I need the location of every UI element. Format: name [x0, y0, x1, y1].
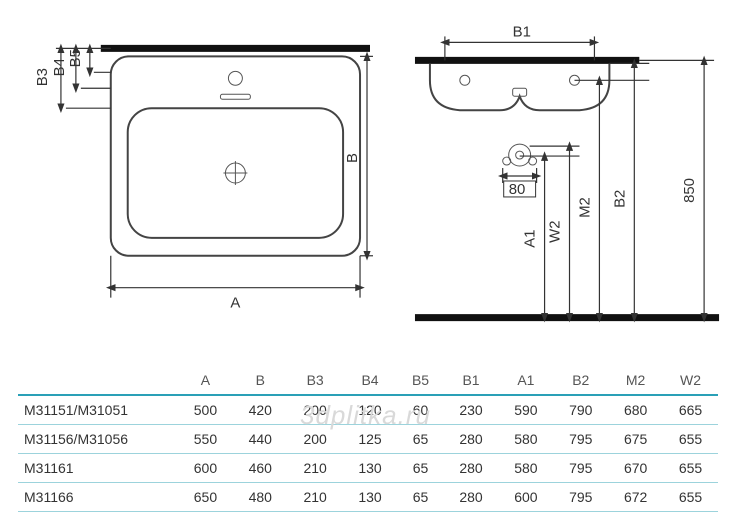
label-m2: M2 — [576, 197, 593, 218]
table-row: M3116160046021013065280580795670655 — [18, 454, 718, 483]
diagram-area: A B B3 B4 B5 — [18, 18, 734, 348]
label-b5: B5 — [67, 49, 84, 67]
cell-value: 665 — [663, 395, 718, 425]
cell-value: 210 — [288, 483, 343, 512]
cell-value: 60 — [397, 395, 443, 425]
col-model — [18, 366, 178, 395]
label-b2: B2 — [611, 190, 628, 208]
cell-model: M31161 — [18, 454, 178, 483]
col-b2: B2 — [553, 366, 608, 395]
cell-value: 795 — [553, 483, 608, 512]
cell-value: 550 — [178, 425, 233, 454]
cell-value: 790 — [553, 395, 608, 425]
cell-value: 655 — [663, 454, 718, 483]
cell-model: M31151/M31051 — [18, 395, 178, 425]
label-b1: B1 — [513, 23, 531, 40]
label-a1: A1 — [522, 230, 539, 248]
cell-value: 500 — [178, 395, 233, 425]
cell-value: 670 — [608, 454, 663, 483]
cell-value: 280 — [444, 425, 499, 454]
cell-value: 200 — [288, 395, 343, 425]
label-b: B — [344, 153, 361, 163]
cell-value: 125 — [343, 425, 398, 454]
col-a: A — [178, 366, 233, 395]
cell-value: 120 — [343, 395, 398, 425]
table-row: M31151/M31051500420200120602305907906806… — [18, 395, 718, 425]
table-row: M3116665048021013065280600795672655 — [18, 483, 718, 512]
cell-value: 65 — [397, 425, 443, 454]
cell-value: 440 — [233, 425, 288, 454]
cell-value: 600 — [498, 483, 553, 512]
cell-value: 580 — [498, 425, 553, 454]
label-850: 850 — [681, 178, 698, 203]
cell-value: 65 — [397, 483, 443, 512]
col-b: B — [233, 366, 288, 395]
cell-value: 130 — [343, 483, 398, 512]
cell-value: 200 — [288, 425, 343, 454]
col-b4: B4 — [343, 366, 398, 395]
col-b3: B3 — [288, 366, 343, 395]
cell-value: 65 — [397, 454, 443, 483]
cell-model: M31166 — [18, 483, 178, 512]
cell-value: 680 — [608, 395, 663, 425]
cell-value: 480 — [233, 483, 288, 512]
cell-value: 230 — [444, 395, 499, 425]
diagram-top-view: A B B3 B4 B5 — [36, 18, 375, 338]
cell-value: 655 — [663, 483, 718, 512]
col-b5: B5 — [397, 366, 443, 395]
cell-value: 210 — [288, 454, 343, 483]
cell-value: 590 — [498, 395, 553, 425]
diagram-front-view: B1 80 A1 W2 M2 B2 850 — [405, 18, 734, 338]
cell-value: 130 — [343, 454, 398, 483]
label-valve-80: 80 — [509, 181, 526, 198]
cell-value: 420 — [233, 395, 288, 425]
cell-value: 460 — [233, 454, 288, 483]
cell-value: 580 — [498, 454, 553, 483]
col-a1: A1 — [498, 366, 553, 395]
cell-value: 600 — [178, 454, 233, 483]
label-a: A — [230, 295, 240, 312]
cell-value: 795 — [553, 454, 608, 483]
cell-value: 280 — [444, 483, 499, 512]
cell-value: 795 — [553, 425, 608, 454]
table-row: M31156/M31056550440200125652805807956756… — [18, 425, 718, 454]
col-b1: B1 — [444, 366, 499, 395]
cell-value: 280 — [444, 454, 499, 483]
cell-value: 675 — [608, 425, 663, 454]
label-w2: W2 — [547, 220, 564, 242]
cell-model: M31156/M31056 — [18, 425, 178, 454]
cell-value: 655 — [663, 425, 718, 454]
cell-value: 672 — [608, 483, 663, 512]
dimensions-table: ABB3B4B5B1A1B2M2W2 M31151/M3105150042020… — [18, 366, 718, 512]
col-m2: M2 — [608, 366, 663, 395]
cell-value: 650 — [178, 483, 233, 512]
label-b4: B4 — [51, 58, 68, 76]
col-w2: W2 — [663, 366, 718, 395]
label-b3: B3 — [36, 68, 51, 86]
